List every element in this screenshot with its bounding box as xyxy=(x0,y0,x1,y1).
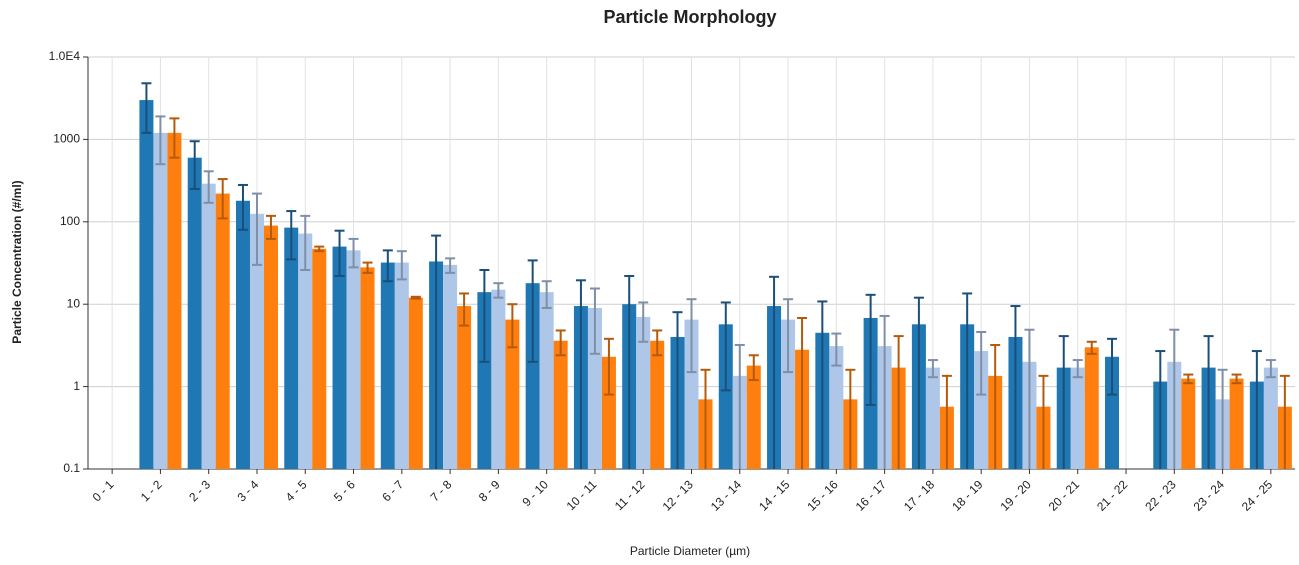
x-tick-label: 2 - 3 xyxy=(186,477,213,504)
bar xyxy=(718,324,733,469)
bar xyxy=(249,213,264,469)
bar xyxy=(587,307,602,469)
bar xyxy=(332,246,347,469)
bar xyxy=(974,351,989,469)
bar xyxy=(650,340,665,469)
bar xyxy=(215,193,230,470)
x-tick-label: 4 - 5 xyxy=(283,477,310,504)
x-tick-label: 15 - 16 xyxy=(804,477,841,514)
bar xyxy=(1229,378,1244,469)
x-tick-label: 10 - 11 xyxy=(564,477,600,513)
bar xyxy=(1084,347,1099,469)
bar xyxy=(235,200,250,469)
bar xyxy=(925,367,940,469)
x-axis-title: Particle Diameter (µm) xyxy=(630,544,750,558)
x-tick-label: 24 - 25 xyxy=(1239,477,1276,514)
y-axis-title: Particle Concentration (#/ml) xyxy=(10,180,24,343)
x-tick-label: 9 - 10 xyxy=(519,477,551,509)
x-tick-label: 18 - 19 xyxy=(949,477,986,514)
bar xyxy=(263,225,278,469)
bar xyxy=(298,233,313,469)
bar xyxy=(408,297,423,469)
bar xyxy=(360,267,375,469)
bar xyxy=(457,306,472,469)
x-tick-label: 17 - 18 xyxy=(901,477,938,514)
bar xyxy=(477,292,492,469)
bar xyxy=(525,283,540,469)
bar xyxy=(187,157,202,469)
bar xyxy=(201,183,216,469)
bar xyxy=(394,262,409,469)
x-tick-label: 7 - 8 xyxy=(428,477,455,504)
y-tick-label: 1 xyxy=(73,379,80,393)
bar xyxy=(167,132,182,469)
y-tick-label: 1.0E4 xyxy=(49,49,81,63)
bar xyxy=(1070,367,1085,469)
x-tick-label: 23 - 24 xyxy=(1191,477,1228,514)
y-tick-label: 0.1 xyxy=(63,461,80,475)
x-tick-label: 22 - 23 xyxy=(1142,477,1179,514)
x-tick-label: 21 - 22 xyxy=(1094,477,1131,514)
x-tick-label: 12 - 13 xyxy=(660,477,697,514)
bar xyxy=(505,319,520,469)
x-tick-label: 5 - 6 xyxy=(331,477,358,504)
bar xyxy=(1105,356,1120,469)
x-tick-label: 19 - 20 xyxy=(998,477,1035,514)
x-tick-label: 0 - 1 xyxy=(90,477,117,504)
bar xyxy=(829,346,844,469)
x-tick-label: 6 - 7 xyxy=(379,477,406,504)
bar xyxy=(1181,378,1196,469)
bar xyxy=(284,227,299,469)
x-tick-label: 14 - 15 xyxy=(756,477,793,514)
bar xyxy=(139,100,154,469)
x-tick-label: 1 - 2 xyxy=(138,477,165,504)
bar xyxy=(553,340,568,469)
y-tick-label: 1000 xyxy=(53,132,80,146)
chart-title: Particle Morphology xyxy=(603,7,776,27)
y-tick-label: 100 xyxy=(60,214,80,228)
y-tick-label: 10 xyxy=(67,296,81,310)
bar xyxy=(312,248,327,469)
x-tick-label: 11 - 12 xyxy=(612,477,648,513)
bar xyxy=(346,250,361,469)
bar xyxy=(1263,367,1278,469)
x-tick-label: 20 - 21 xyxy=(1046,477,1083,514)
bar xyxy=(781,319,796,469)
x-tick-label: 16 - 17 xyxy=(853,477,890,514)
x-tick-label: 3 - 4 xyxy=(234,477,261,504)
bar xyxy=(491,289,506,469)
bar xyxy=(380,262,395,469)
bar xyxy=(684,319,699,469)
bar xyxy=(443,264,458,469)
bar xyxy=(746,365,761,469)
bar xyxy=(636,316,651,469)
bar xyxy=(153,132,168,469)
x-tick-label: 13 - 14 xyxy=(708,477,745,514)
bar xyxy=(601,356,616,469)
bar xyxy=(539,292,554,469)
x-tick-label: 8 - 9 xyxy=(476,477,503,504)
